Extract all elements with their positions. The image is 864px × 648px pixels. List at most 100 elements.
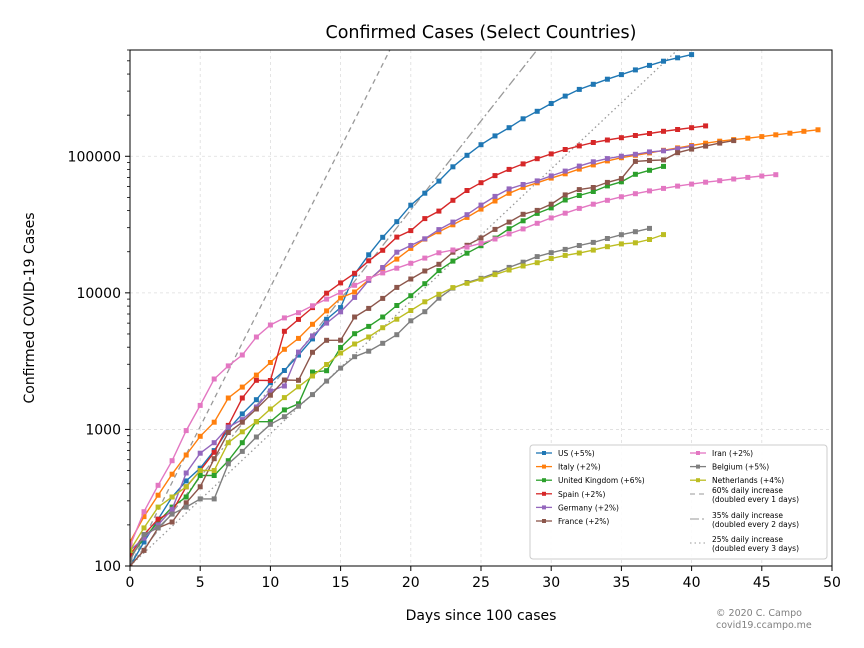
data-point: [296, 316, 301, 322]
data-point: [450, 247, 456, 253]
data-point: [618, 179, 624, 185]
data-point: [310, 369, 315, 375]
data-point: [548, 201, 554, 207]
data-point: [492, 272, 498, 278]
data-point: [647, 62, 652, 68]
data-point: [464, 280, 470, 286]
data-point: [197, 433, 203, 439]
data-point: [183, 428, 189, 434]
data-point: [436, 295, 442, 301]
data-point: [225, 363, 231, 369]
data-point: [604, 179, 610, 185]
data-point: [703, 140, 709, 146]
data-point: [520, 263, 526, 269]
data-point: [296, 335, 301, 341]
data-point: [436, 291, 442, 297]
data-point: [576, 163, 582, 169]
data-point: [506, 226, 512, 232]
data-point: [324, 337, 330, 343]
data-point: [534, 254, 540, 260]
data-point: [534, 156, 540, 162]
data-point: [296, 352, 301, 358]
data-point: [548, 215, 554, 221]
data-point: [576, 143, 582, 149]
x-axis: 0 5 10 15 20 25 30 35 40 45 50: [126, 566, 841, 591]
data-point: [478, 206, 484, 212]
x-tick-label: 25: [472, 575, 490, 591]
series-lines: [130, 52, 821, 566]
data-point: [310, 303, 315, 309]
legend-label: US (+5%): [558, 449, 595, 458]
data-point: [141, 532, 147, 537]
data-point: [703, 143, 709, 149]
data-point: [632, 240, 638, 246]
data-point: [689, 181, 695, 187]
data-point: [422, 299, 428, 305]
data-point: [787, 130, 793, 136]
data-point: [281, 346, 287, 352]
data-point: [520, 161, 526, 167]
data-point: [618, 153, 624, 159]
data-point: [520, 211, 526, 217]
x-tick-label: 50: [823, 575, 841, 591]
data-point: [492, 198, 498, 204]
data-point: [155, 482, 161, 488]
data-point: [394, 316, 400, 322]
data-point: [352, 289, 358, 295]
data-point: [225, 440, 231, 446]
data-point: [534, 178, 540, 184]
data-point: [130, 552, 133, 558]
data-point: [296, 310, 301, 316]
data-point: [520, 259, 526, 265]
data-point: [211, 419, 217, 425]
data-point: [576, 187, 582, 193]
legend-label: Belgium (+5%): [712, 463, 769, 472]
data-point: [717, 140, 723, 146]
data-point: [675, 146, 681, 152]
data-point: [253, 434, 259, 440]
data-point: [576, 193, 582, 198]
data-point: [478, 276, 484, 282]
data-point: [408, 228, 414, 234]
data-point: [731, 176, 737, 182]
data-point: [632, 191, 638, 197]
data-point: [703, 123, 709, 129]
data-point: [130, 543, 133, 549]
data-point: [141, 509, 147, 515]
data-point: [239, 384, 245, 390]
data-point: [562, 168, 568, 174]
legend-box: [529, 444, 828, 560]
data-point: [267, 322, 273, 328]
data-point: [450, 222, 456, 228]
data-point: [211, 473, 217, 478]
data-point: [422, 268, 428, 274]
data-point: [604, 197, 610, 203]
data-point: [324, 308, 330, 314]
x-tick-label: 0: [126, 575, 135, 591]
data-point: [394, 332, 400, 338]
data-point: [661, 157, 666, 163]
data-point: [492, 133, 498, 139]
data-point: [464, 250, 470, 256]
data-point: [338, 295, 344, 301]
data-point: [632, 229, 638, 235]
data-point: [661, 128, 666, 134]
footer-url: covid19.ccampo.me: [716, 620, 812, 631]
data-point: [520, 226, 526, 232]
data-point: [576, 205, 582, 211]
data-point: [661, 232, 666, 238]
data-point: [141, 535, 147, 541]
data-point: [281, 395, 287, 401]
data-point: [717, 178, 723, 184]
data-point: [310, 321, 315, 327]
data-point: [310, 333, 315, 339]
data-point: [408, 260, 414, 266]
data-point: [324, 362, 330, 367]
data-point: [562, 210, 568, 216]
data-point: [197, 496, 203, 502]
data-point: [618, 232, 624, 238]
data-point: [130, 557, 133, 563]
data-point: [338, 337, 344, 343]
data-point: [211, 449, 217, 455]
data-point: [464, 188, 470, 193]
